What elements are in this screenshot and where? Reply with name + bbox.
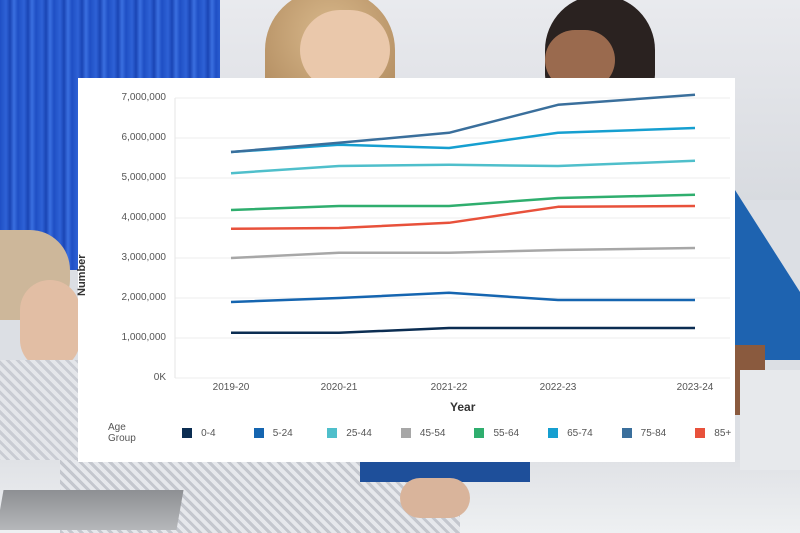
legend-item[interactable]: 0-4 — [182, 428, 254, 439]
y-tick-label: 3,000,000 — [121, 252, 167, 263]
legend-item[interactable]: 65-74 — [548, 428, 622, 439]
legend-label: 85+ — [714, 427, 732, 439]
x-axis-label: Year — [450, 400, 476, 414]
line-chart-plot — [174, 93, 730, 379]
legend-swatch — [253, 428, 264, 438]
legend-title: Age Group — [108, 422, 136, 444]
legend-label: 25-44 — [346, 427, 372, 439]
bed-right — [740, 370, 800, 470]
legend-swatch — [548, 428, 559, 438]
y-tick-label: 5,000,000 — [121, 172, 167, 183]
x-tick-label: 2023-24 — [676, 382, 714, 393]
legend-label: 75-84 — [640, 427, 667, 439]
legend-swatch — [400, 428, 411, 438]
legend-label: 65-74 — [567, 427, 593, 439]
x-tick-label: 2019-20 — [212, 382, 250, 393]
scrubs-lower — [360, 462, 530, 482]
legend-swatch — [621, 428, 632, 438]
y-tick-label: 0K — [153, 372, 166, 383]
legend-item[interactable]: 5-24 — [253, 427, 328, 439]
y-axis-label: Number — [76, 254, 88, 296]
chart-card: 0K 1,000,000 2,000,000 3,000,000 4,000,000 5,… — [76, 78, 735, 462]
y-tick-label: 2,000,000 — [121, 292, 167, 303]
blue-scrubs — [735, 190, 800, 360]
y-tick-label: 1,000,000 — [121, 332, 167, 343]
series-line-75-84 — [230, 93, 696, 154]
series-line-5-24 — [230, 291, 695, 304]
legend-item[interactable]: 45-54 — [400, 427, 475, 439]
legend-item[interactable]: 25-44 — [327, 428, 401, 439]
legend-label: 55-64 — [493, 427, 520, 439]
bed-tray — [0, 490, 184, 530]
x-tick-label: 2022-23 — [539, 382, 577, 393]
legend-label: 5-24 — [272, 427, 293, 439]
legend-swatch — [474, 428, 485, 438]
series-line-85+ — [230, 204, 696, 231]
series-line-45-54 — [230, 246, 696, 260]
series-line-65-74 — [230, 126, 696, 154]
x-tick-label: 2021-22 — [430, 382, 468, 393]
legend-swatch — [327, 428, 338, 438]
series-line-0-4 — [231, 326, 695, 335]
legend-swatch — [695, 428, 706, 438]
legend-label: 45-54 — [419, 427, 446, 439]
y-tick-label: 7,000,000 — [121, 92, 167, 103]
legend-swatch — [182, 428, 193, 438]
x-tick-label: 2020-21 — [320, 382, 358, 393]
patient-hand — [400, 478, 470, 518]
legend-label: 0-4 — [201, 427, 216, 439]
nurse-face — [300, 10, 390, 90]
patient-face — [20, 280, 80, 370]
legend-item[interactable]: 55-64 — [474, 428, 548, 439]
y-tick-label: 6,000,000 — [121, 132, 167, 143]
series-line-25-44 — [230, 159, 696, 175]
chart-legend: Age Group 0-4 5-24 25-44 45-54 55-64 65-74 75-… — [108, 422, 735, 444]
series-line-55-64 — [230, 193, 696, 212]
legend-item[interactable]: 85+ — [695, 428, 735, 439]
y-tick-label: 4,000,000 — [121, 212, 167, 223]
legend-item[interactable]: 75-84 — [621, 427, 696, 439]
